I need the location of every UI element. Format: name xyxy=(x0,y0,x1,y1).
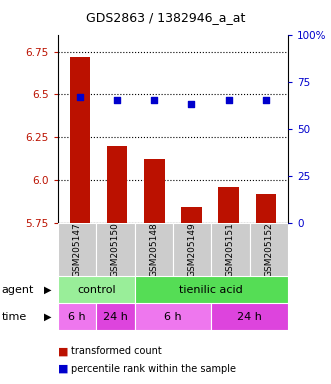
Bar xyxy=(250,223,288,276)
Bar xyxy=(135,223,173,276)
Text: GSM205149: GSM205149 xyxy=(188,222,197,277)
Text: agent: agent xyxy=(2,285,34,295)
Text: GSM205150: GSM205150 xyxy=(111,222,120,277)
Bar xyxy=(58,276,135,303)
Bar xyxy=(58,223,96,276)
Bar xyxy=(58,303,96,330)
Point xyxy=(152,98,157,104)
Bar xyxy=(211,303,288,330)
Text: control: control xyxy=(77,285,116,295)
Bar xyxy=(218,187,239,223)
Text: GSM205147: GSM205147 xyxy=(72,222,82,277)
Bar xyxy=(70,57,90,223)
Text: 6 h: 6 h xyxy=(68,312,86,322)
Point xyxy=(115,98,120,104)
Text: ▶: ▶ xyxy=(44,312,52,322)
Text: GSM205151: GSM205151 xyxy=(226,222,235,277)
Text: ■: ■ xyxy=(58,346,69,356)
Text: GSM205152: GSM205152 xyxy=(264,222,273,277)
Point xyxy=(77,94,83,100)
Bar xyxy=(173,223,211,276)
Bar xyxy=(144,159,165,223)
Bar xyxy=(135,276,288,303)
Text: GSM205148: GSM205148 xyxy=(149,222,158,277)
Text: ▶: ▶ xyxy=(44,285,52,295)
Text: ■: ■ xyxy=(58,364,69,374)
Text: percentile rank within the sample: percentile rank within the sample xyxy=(71,364,236,374)
Point xyxy=(226,98,231,104)
Text: time: time xyxy=(2,312,27,322)
Bar xyxy=(96,223,135,276)
Bar xyxy=(211,223,250,276)
Point xyxy=(189,101,194,107)
Bar xyxy=(96,303,135,330)
Text: 24 h: 24 h xyxy=(237,312,262,322)
Text: tienilic acid: tienilic acid xyxy=(179,285,243,295)
Bar xyxy=(256,194,276,223)
Text: GDS2863 / 1382946_a_at: GDS2863 / 1382946_a_at xyxy=(86,11,245,24)
Text: 6 h: 6 h xyxy=(164,312,182,322)
Bar xyxy=(181,207,202,223)
Text: 24 h: 24 h xyxy=(103,312,128,322)
Text: transformed count: transformed count xyxy=(71,346,162,356)
Bar xyxy=(107,146,127,223)
Point xyxy=(263,98,268,104)
Bar xyxy=(135,303,211,330)
